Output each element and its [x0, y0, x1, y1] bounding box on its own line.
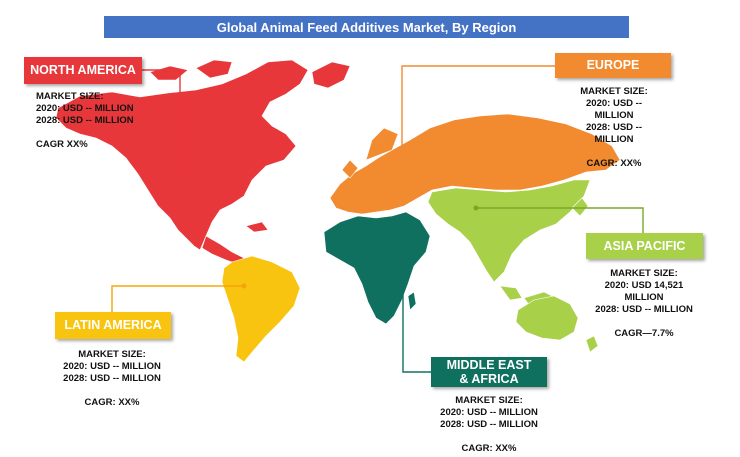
asia-pacific-market-size: MARKET SIZE: — [610, 268, 678, 279]
asia-pacific-cagr: CAGR—7.7% — [614, 328, 674, 339]
europe-connector-dot — [399, 187, 405, 193]
chart-title-bar: Global Animal Feed Additives Market, By … — [104, 16, 629, 38]
latin-america-2020: 2020: USD -- MILLION — [63, 361, 161, 372]
north-america-2020: 2020: USD -- MILLION — [36, 103, 134, 114]
north-america-label: NORTH AMERICA — [24, 57, 142, 84]
latin-america-info: MARKET SIZE: 2020: USD -- MILLION 2028: … — [62, 349, 162, 409]
latin-america-market-size: MARKET SIZE: — [78, 349, 146, 360]
north-america-2028: 2028: USD -- MILLION — [36, 115, 134, 126]
latin-america-2028: 2028: USD -- MILLION — [63, 373, 161, 384]
middle-east-africa-2028: 2028: USD -- MILLION — [440, 419, 538, 430]
middle-east-africa-cagr: CAGR: XX% — [461, 443, 517, 454]
latin-america-connector-dot — [241, 283, 247, 289]
north-america-connector — [142, 69, 181, 186]
middle-east-africa-info: MARKET SIZE: 2020: USD -- MILLION 2028: … — [438, 395, 540, 455]
europe-label-text: EUROPE — [586, 58, 640, 73]
middle-east-africa-2020: 2020: USD -- MILLION — [440, 407, 538, 418]
latin-america-shape — [221, 255, 301, 363]
europe-label: EUROPE — [555, 53, 671, 78]
asia-pacific-label-text: ASIA PACIFIC — [603, 238, 686, 253]
middle-east-africa-shape — [323, 211, 431, 325]
europe-connector — [401, 65, 555, 190]
latin-america-cagr: CAGR: XX% — [84, 397, 140, 408]
middle-east-africa-label-line2: & AFRICA — [459, 372, 519, 386]
europe-cagr: CAGR: XX% — [586, 158, 642, 169]
europe-info: MARKET SIZE: 2020: USD -- MILLION 2028: … — [566, 86, 662, 170]
asia-pacific-2020: 2020: USD 14,521 — [604, 280, 684, 291]
connector-lines — [111, 65, 644, 373]
asia-pacific-connector-dot — [473, 205, 479, 211]
middle-east-africa-label-line1: MIDDLE EAST — [446, 357, 532, 372]
middle-east-africa-label: MIDDLE EAST & AFRICA — [431, 357, 547, 387]
asia-pacific-shape — [427, 179, 599, 353]
latin-america-label-text: LATIN AMERICA — [64, 318, 162, 333]
middle-east-africa-market-size: MARKET SIZE: — [455, 395, 523, 406]
asia-pacific-info: MARKET SIZE: 2020: USD 14,521 MILLION 20… — [594, 268, 694, 340]
north-america-info: MARKET SIZE: 2020: USD -- MILLION 2028: … — [36, 91, 134, 151]
latin-america-label: LATIN AMERICA — [55, 312, 171, 339]
chart-title: Global Animal Feed Additives Market, By … — [216, 19, 517, 35]
latin-america-connector — [111, 285, 244, 314]
middle-east-africa-connector-dot — [400, 245, 406, 251]
asia-pacific-2028: 2028: USD -- MILLION — [595, 304, 693, 315]
middle-east-africa-connector — [402, 248, 431, 373]
europe-market-size: MARKET SIZE: — [580, 86, 648, 97]
europe-2028: 2028: USD -- MILLION — [586, 122, 642, 145]
asia-pacific-2020-unit: MILLION — [624, 292, 664, 303]
north-america-connector-dot — [177, 183, 183, 189]
north-america-cagr: CAGR XX% — [36, 139, 88, 150]
north-america-shape — [55, 59, 351, 265]
europe-2020: 2020: USD -- MILLION — [586, 98, 642, 121]
north-america-label-text: NORTH AMERICA — [30, 63, 136, 78]
asia-pacific-label: ASIA PACIFIC — [586, 233, 703, 259]
north-america-market-size: MARKET SIZE: — [36, 91, 104, 102]
